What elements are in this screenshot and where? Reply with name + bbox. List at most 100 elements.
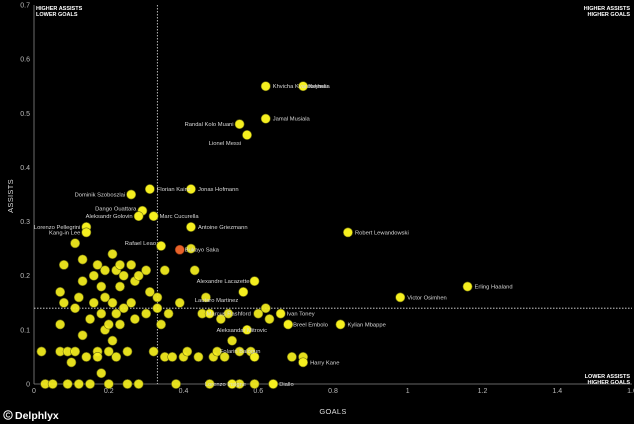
point-label: Marc Cucurella bbox=[160, 214, 200, 220]
data-point bbox=[130, 314, 140, 324]
x-tick-label: 0.8 bbox=[328, 388, 338, 395]
data-point bbox=[55, 319, 66, 330]
data-point bbox=[462, 281, 473, 292]
data-point bbox=[118, 270, 129, 281]
data-point bbox=[167, 352, 178, 362]
quadrant-top-left-line2: LOWER GOALS bbox=[36, 12, 78, 18]
data-point bbox=[343, 227, 353, 238]
data-point bbox=[298, 81, 308, 92]
point-label: Randal Kolo Muani bbox=[185, 122, 234, 128]
data-point bbox=[77, 330, 88, 341]
copyright-icon bbox=[3, 410, 13, 420]
data-point bbox=[107, 297, 118, 308]
point-label: Antoine Griezmann bbox=[198, 225, 248, 231]
data-point bbox=[238, 287, 249, 297]
x-axis-title: GOALS bbox=[319, 407, 346, 416]
point-label: Jamal Musiala bbox=[273, 117, 311, 123]
quadrant-top-right-line2: HIGHER GOALS bbox=[588, 12, 631, 18]
tick-labels: 0 0.2 0.4 0.6 0.8 1 1.2 1.4 1.6 0 0.1 0.2 0.3 0.4 0.5 0… bbox=[20, 3, 634, 396]
point-label: Folarin Balogun bbox=[220, 349, 261, 355]
y-axis-title: ASSISTS bbox=[6, 179, 15, 213]
quadrant-top-right-line1: HIGHER ASSISTS bbox=[584, 6, 631, 12]
brand-logo: Delphlyx bbox=[3, 410, 59, 422]
data-point bbox=[100, 265, 110, 276]
data-point bbox=[159, 265, 170, 276]
data-point bbox=[174, 297, 185, 308]
point-label: Diallo bbox=[279, 382, 294, 388]
data-point bbox=[122, 379, 133, 389]
data-point bbox=[85, 379, 95, 389]
data-point bbox=[107, 249, 118, 259]
data-point bbox=[70, 303, 81, 314]
point-label: Lautaro Martinez bbox=[195, 298, 239, 304]
data-point bbox=[219, 352, 230, 362]
data-point bbox=[193, 352, 204, 362]
data-point bbox=[260, 113, 271, 124]
data-point bbox=[55, 287, 66, 297]
x-tick-label: 0.2 bbox=[104, 388, 114, 395]
data-point bbox=[260, 81, 271, 92]
data-point bbox=[66, 357, 77, 368]
data-point bbox=[126, 259, 137, 270]
y-tick-label: 0.6 bbox=[20, 57, 30, 64]
data-point bbox=[81, 227, 92, 238]
point-label: Marcus Rashford bbox=[207, 312, 251, 318]
data-point bbox=[186, 243, 196, 254]
data-point bbox=[62, 379, 73, 389]
data-point bbox=[133, 211, 144, 222]
data-point bbox=[260, 303, 271, 314]
data-point bbox=[234, 119, 245, 130]
data-point bbox=[70, 238, 81, 249]
quadrant-bottom-right-line2: HIGHER GOALS bbox=[588, 380, 631, 386]
point-label: Jonas Hofmann bbox=[198, 187, 239, 193]
data-point bbox=[189, 265, 200, 276]
data-point bbox=[77, 254, 88, 265]
y-tick-label: 0.1 bbox=[20, 327, 30, 334]
point-label: Aleksandr Golovin bbox=[86, 214, 133, 220]
data-point bbox=[85, 314, 95, 324]
data-point bbox=[212, 346, 223, 357]
point-label: Dominik Szoboszlai bbox=[75, 193, 126, 199]
data-point bbox=[152, 303, 163, 314]
data-point bbox=[59, 297, 69, 308]
point-label: Neymar bbox=[308, 84, 328, 90]
data-point bbox=[249, 276, 260, 287]
point-label: Erling Haaland bbox=[475, 285, 513, 291]
data-point bbox=[204, 379, 215, 389]
data-point bbox=[115, 259, 125, 270]
point-label: Breel Embolo bbox=[293, 322, 328, 328]
point-label: Lorenzo Insigne bbox=[205, 382, 246, 388]
data-point bbox=[126, 297, 137, 308]
highlighted-data-point bbox=[174, 244, 185, 255]
data-point bbox=[215, 314, 226, 324]
data-point bbox=[73, 292, 84, 303]
data-point bbox=[100, 292, 110, 303]
data-point bbox=[144, 184, 155, 194]
reference-lines bbox=[34, 5, 632, 384]
data-point bbox=[152, 292, 163, 303]
point-label: Harry Kane bbox=[310, 360, 339, 366]
x-tick-label: 1.4 bbox=[552, 388, 562, 395]
data-point bbox=[141, 308, 152, 319]
data-point bbox=[111, 352, 122, 362]
data-point bbox=[88, 297, 99, 308]
data-point bbox=[47, 379, 58, 389]
data-point bbox=[163, 308, 174, 319]
data-point bbox=[118, 303, 129, 314]
data-point bbox=[81, 352, 92, 362]
data-point bbox=[122, 346, 133, 357]
data-point bbox=[242, 324, 252, 335]
x-tick-label: 0 bbox=[32, 388, 36, 395]
y-tick-label: 0.3 bbox=[20, 219, 30, 226]
brand-name: Delphlyx bbox=[15, 410, 59, 422]
data-point bbox=[148, 211, 159, 222]
y-tick-label: 0 bbox=[26, 382, 30, 389]
data-point bbox=[107, 335, 118, 346]
data-point bbox=[96, 368, 107, 379]
data-point bbox=[126, 189, 137, 200]
data-point bbox=[335, 319, 346, 330]
data-point bbox=[182, 346, 193, 357]
point-label: Rafael Leao bbox=[125, 241, 156, 247]
